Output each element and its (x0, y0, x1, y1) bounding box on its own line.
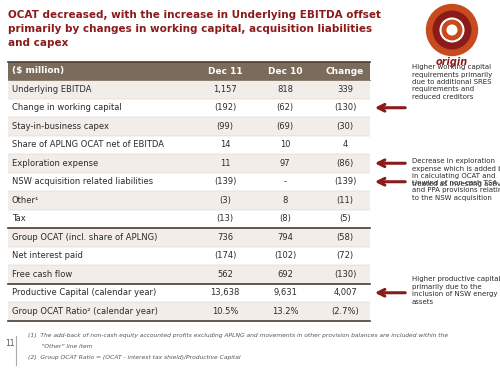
Text: Tax: Tax (12, 214, 26, 223)
Text: (30): (30) (336, 122, 353, 131)
Text: 10: 10 (280, 140, 290, 149)
Text: Net interest paid: Net interest paid (12, 251, 83, 260)
Text: (174): (174) (214, 251, 236, 260)
Text: 97: 97 (280, 159, 290, 168)
Bar (8, 99, 370, 117)
Text: Higher working capital
requirements primarily
due to additional SRES
requirement: Higher working capital requirements prim… (412, 64, 492, 100)
Text: ($ million): ($ million) (12, 66, 64, 75)
Text: (58): (58) (336, 233, 353, 242)
Text: (72): (72) (336, 251, 353, 260)
Text: (130): (130) (334, 103, 356, 112)
Text: Change in working capital: Change in working capital (12, 103, 122, 112)
Bar (8, 62, 370, 80)
Text: (2)  Group OCAT Ratio = (OCAT - interest tax shield)/Productive Capital: (2) Group OCAT Ratio = (OCAT - interest … (28, 354, 240, 360)
Text: 4: 4 (342, 140, 347, 149)
Text: Dec 10: Dec 10 (268, 66, 302, 75)
Text: Higher productive capital
primarily due to the
inclusion of NSW energy
assets: Higher productive capital primarily due … (412, 276, 500, 305)
Bar (8, 246, 370, 265)
Text: (13): (13) (216, 214, 234, 223)
Text: Other¹: Other¹ (12, 196, 40, 205)
Text: Change: Change (326, 66, 364, 75)
Text: and capex: and capex (8, 38, 68, 48)
Text: 10.5%: 10.5% (212, 307, 238, 316)
Text: 11: 11 (5, 339, 15, 348)
Text: 794: 794 (277, 233, 293, 242)
Text: (102): (102) (274, 251, 296, 260)
Text: Unwind of non-cash TSA
and PPA provisions relating
to the NSW acquisition: Unwind of non-cash TSA and PPA provision… (412, 180, 500, 201)
Text: primarily by changes in working capital, acquisition liabilities: primarily by changes in working capital,… (8, 24, 372, 34)
Text: (69): (69) (276, 122, 293, 131)
Bar (8, 135, 370, 154)
Bar (8, 228, 370, 246)
Text: Dec 11: Dec 11 (208, 66, 242, 75)
Text: (130): (130) (334, 270, 356, 279)
Text: (11): (11) (336, 196, 353, 205)
Text: Share of APLNG OCAT net of EBITDA: Share of APLNG OCAT net of EBITDA (12, 140, 164, 149)
Text: Group OCAT Ratio² (calendar year): Group OCAT Ratio² (calendar year) (12, 307, 158, 316)
Text: 339: 339 (337, 85, 353, 94)
Text: (3): (3) (219, 196, 231, 205)
Text: (5): (5) (339, 214, 351, 223)
Text: 1,157: 1,157 (213, 85, 237, 94)
Bar (8, 284, 370, 302)
Text: Decrease in exploration
expense which is added back
in calculating OCAT and
trea: Decrease in exploration expense which is… (412, 158, 500, 187)
Text: NSW acquisition related liabilities: NSW acquisition related liabilities (12, 177, 153, 186)
Text: origin: origin (436, 57, 468, 67)
Text: -: - (284, 177, 286, 186)
Text: (1)  The add-back of non-cash equity accounted profits excluding APLNG and movem: (1) The add-back of non-cash equity acco… (28, 333, 448, 338)
Text: (139): (139) (334, 177, 356, 186)
Text: (86): (86) (336, 159, 353, 168)
Text: 818: 818 (277, 85, 293, 94)
Text: (99): (99) (216, 122, 234, 131)
Text: Productive Capital (calendar year): Productive Capital (calendar year) (12, 288, 156, 297)
Text: Stay-in-business capex: Stay-in-business capex (12, 122, 109, 131)
Text: (62): (62) (276, 103, 293, 112)
Text: Underlying EBITDA: Underlying EBITDA (12, 85, 92, 94)
Text: 692: 692 (277, 270, 293, 279)
Bar (8, 80, 370, 99)
Bar (8, 191, 370, 210)
Text: 11: 11 (220, 159, 230, 168)
Text: 8: 8 (282, 196, 288, 205)
Text: 9,631: 9,631 (273, 288, 297, 297)
Bar (8, 210, 370, 228)
Bar (8, 172, 370, 191)
Text: 562: 562 (217, 270, 233, 279)
Bar (8, 302, 370, 321)
Text: “Other” line item: “Other” line item (28, 344, 92, 348)
Text: 13,638: 13,638 (210, 288, 240, 297)
Text: Group OCAT (incl. share of APLNG): Group OCAT (incl. share of APLNG) (12, 233, 158, 242)
Text: 4,007: 4,007 (333, 288, 357, 297)
Text: 13.2%: 13.2% (272, 307, 298, 316)
Text: (139): (139) (214, 177, 236, 186)
Text: OCAT decreased, with the increase in Underlying EBITDA offset: OCAT decreased, with the increase in Und… (8, 10, 381, 20)
Text: (2.7%): (2.7%) (331, 307, 359, 316)
Text: 14: 14 (220, 140, 230, 149)
Bar (8, 154, 370, 173)
Bar (8, 117, 370, 135)
Text: Free cash flow: Free cash flow (12, 270, 72, 279)
Bar (8, 265, 370, 284)
Text: (192): (192) (214, 103, 236, 112)
Text: Exploration expense: Exploration expense (12, 159, 98, 168)
Text: 736: 736 (217, 233, 233, 242)
Text: (8): (8) (279, 214, 291, 223)
